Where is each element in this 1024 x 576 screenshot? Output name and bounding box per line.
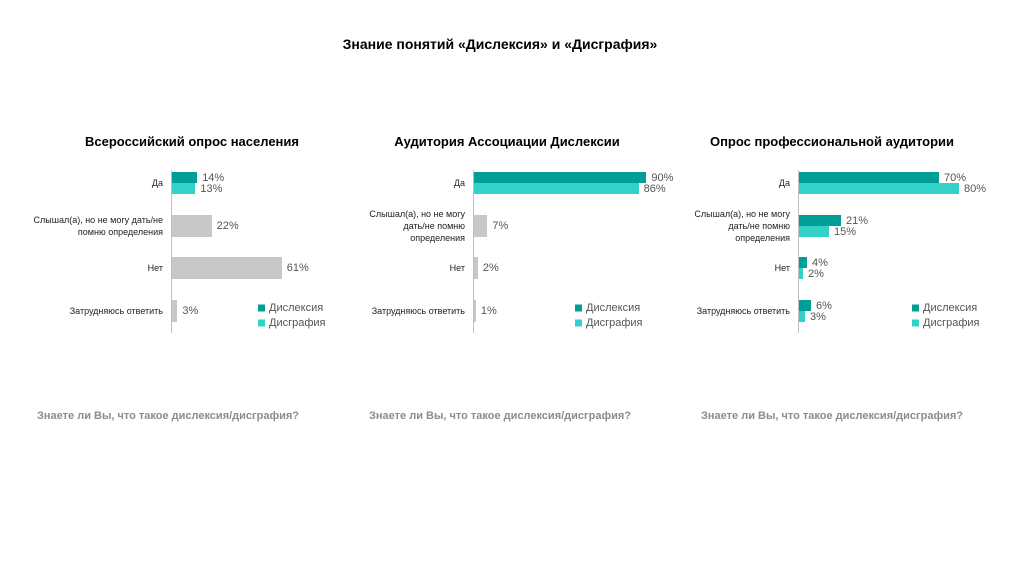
value-label: 61% <box>286 262 309 274</box>
legend-swatch <box>912 319 919 327</box>
bar <box>799 183 959 194</box>
legend-label: Дислексия <box>586 302 641 314</box>
value-label: 1% <box>480 305 497 317</box>
axis-line <box>171 170 172 333</box>
category-label: Затрудняюсь ответить <box>69 306 163 316</box>
bar <box>474 183 639 194</box>
legend-swatch <box>575 304 582 312</box>
axis-line <box>473 170 474 333</box>
legend-label: Дисграфия <box>923 317 980 329</box>
value-label: 3% <box>182 305 199 317</box>
bar <box>474 257 478 279</box>
legend-label: Дисграфия <box>586 317 643 329</box>
chart-title: Опрос профессиональной аудитории <box>709 134 955 149</box>
value-label: 22% <box>216 220 239 232</box>
value-label: 14% <box>202 171 225 184</box>
x-axis-label: Знаете ли Вы, что такое дислексия/дисгра… <box>37 410 299 422</box>
category-label: Слышал(а), но не могу дать/не помню опре… <box>694 209 790 243</box>
category-label: Слышал(а), но не могу дать/не помню опре… <box>33 215 163 237</box>
value-label: 86% <box>643 182 666 195</box>
legend-swatch <box>575 319 582 327</box>
category-label: Да <box>778 178 790 188</box>
category-label: Нет <box>449 263 465 273</box>
value-label: 2% <box>808 267 824 280</box>
value-label: 6% <box>816 299 832 312</box>
category-label: Да <box>453 178 465 188</box>
category-label: Нет <box>774 263 790 273</box>
value-label: 7% <box>492 220 509 232</box>
legend-swatch <box>258 319 265 327</box>
category-label: Да <box>151 178 163 188</box>
legend-swatch <box>912 304 919 312</box>
legend-label: Дислексия <box>269 302 324 314</box>
bar <box>474 215 488 237</box>
bar <box>172 215 212 237</box>
value-label: 90% <box>651 171 674 184</box>
bar <box>799 172 939 183</box>
category-label: Нет <box>147 263 163 273</box>
value-label: 70% <box>944 171 967 184</box>
category-label: Затрудняюсь ответить <box>371 306 465 316</box>
category-label: Слышал(а), но не могу дать/не помню опре… <box>369 209 465 243</box>
legend-label: Дислексия <box>923 302 978 314</box>
value-label: 4% <box>812 256 828 269</box>
bar <box>172 300 178 322</box>
value-label: 80% <box>964 182 987 195</box>
chart-title: Всероссийский опрос населения <box>85 134 299 149</box>
value-label: 2% <box>482 262 499 274</box>
category-label: Затрудняюсь ответить <box>696 306 790 316</box>
axis-line <box>798 170 799 333</box>
slide-title: Знание понятий «Дислексия» и «Дисграфия» <box>342 36 658 52</box>
bar <box>799 215 841 226</box>
bar <box>172 257 282 279</box>
bar <box>799 268 803 279</box>
value-label: 3% <box>810 310 826 323</box>
bar <box>799 300 811 311</box>
x-axis-label: Знаете ли Вы, что такое дислексия/дисгра… <box>701 410 963 422</box>
value-label: 15% <box>834 225 857 238</box>
x-axis-label: Знаете ли Вы, что такое дислексия/дисгра… <box>369 410 631 422</box>
value-label: 21% <box>846 214 869 227</box>
bar <box>474 300 476 322</box>
bar <box>172 183 196 194</box>
legend-swatch <box>258 304 265 312</box>
bar <box>172 172 198 183</box>
legend-label: Дисграфия <box>269 317 326 329</box>
bar <box>474 172 647 183</box>
bar <box>799 311 805 322</box>
bar <box>799 226 829 237</box>
chart-title: Аудитория Ассоциации Дислексии <box>394 134 620 149</box>
bar <box>799 257 807 268</box>
value-label: 13% <box>200 182 223 195</box>
